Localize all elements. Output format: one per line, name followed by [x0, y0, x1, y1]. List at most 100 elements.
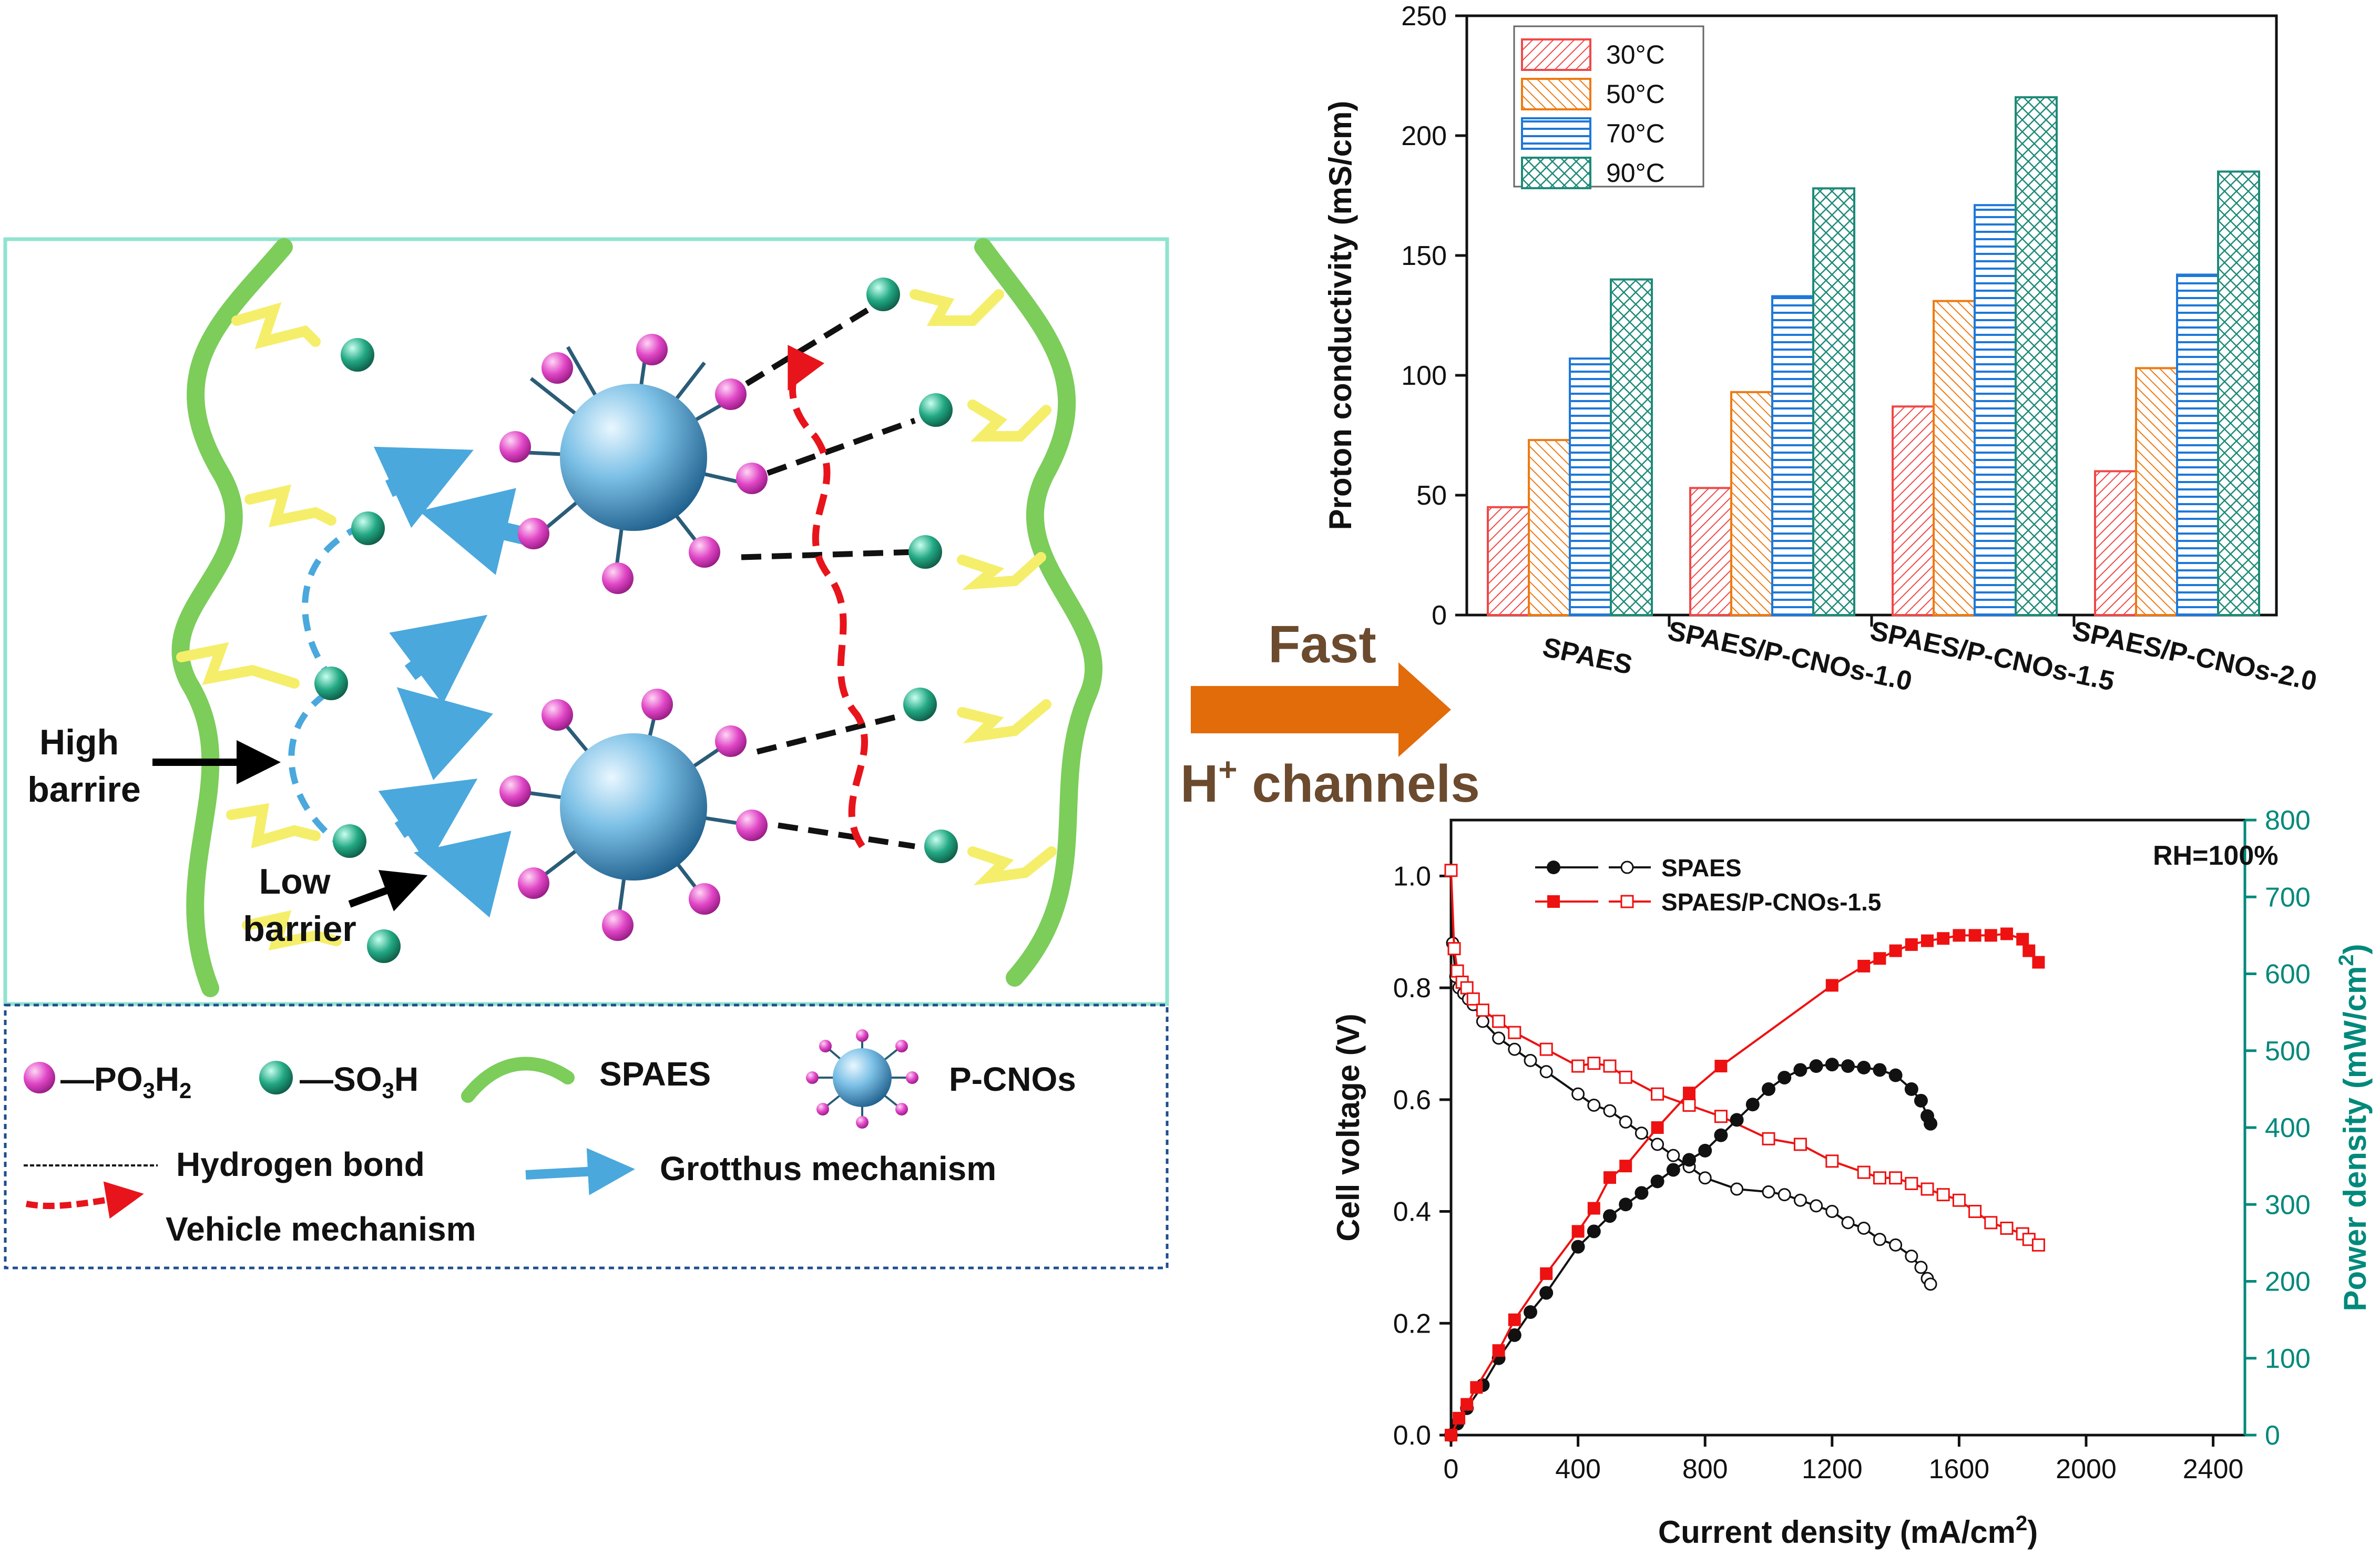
spaes-power-point [1762, 1082, 1775, 1096]
spaes-power-point [1793, 1063, 1807, 1077]
line-x-tick-label: 800 [1682, 1454, 1728, 1485]
spaes-power-point [1888, 1068, 1903, 1082]
so3h-sphere-icon [259, 1061, 293, 1094]
pcnos-power-point [1603, 1171, 1616, 1184]
spaes-voltage-point [1857, 1221, 1871, 1235]
series-line-0 [1450, 870, 1932, 1285]
spaes-backbone-right [974, 238, 1103, 987]
pcnos-power-point [1460, 1398, 1474, 1411]
spaes-voltage-point [1730, 1182, 1744, 1196]
line-y-tick-label: 1.0 [1393, 861, 1431, 892]
pcnos-voltage-point [1682, 1098, 1696, 1112]
line-y2-tick-label: 800 [2265, 805, 2311, 836]
spaes-voltage-point [1603, 1104, 1617, 1118]
spaes-power-point [1682, 1153, 1696, 1167]
h-channels-label: H+ channels [1180, 752, 1480, 813]
bar-legend-label: 30°C [1606, 40, 1665, 69]
series-line-3 [1450, 933, 2039, 1436]
pcnos-voltage-point [1460, 981, 1474, 995]
spaes-power-point [1571, 1240, 1585, 1254]
spaes-voltage-point [1825, 1205, 1839, 1219]
fast-channels-arrow: Fast H+ channels [1180, 615, 1480, 813]
spaes-power-point [1809, 1059, 1823, 1073]
spaes-voltage-point [1889, 1238, 1903, 1252]
pcnos-voltage-point [2000, 1221, 2014, 1235]
pcnos-power-point [1921, 934, 1934, 947]
spaes-power-point [1745, 1098, 1760, 1112]
bar-y-tick-label: 250 [1401, 1, 1447, 32]
pcnos-voltage-point [1603, 1059, 1617, 1073]
pcnos-power-point [2032, 956, 2045, 969]
pcnos-power-point [2016, 933, 2029, 946]
grotthus-legend-icon [525, 1148, 635, 1195]
spaes-power-point [1650, 1174, 1664, 1189]
spaes-voltage-point [1508, 1042, 1521, 1056]
line-y2-tick-label: 700 [2265, 882, 2311, 913]
pcnos-power-point [2023, 944, 2036, 957]
pcnos-voltage-point [1447, 942, 1461, 956]
bar-3-3 [2217, 170, 2260, 616]
pcnos-power-point [1587, 1202, 1600, 1215]
pcnos-power-point [1905, 938, 1918, 951]
pcnos-power-point [1825, 979, 1838, 992]
spaes-power-point [1603, 1209, 1617, 1223]
spaes-voltage-point [1492, 1031, 1506, 1045]
vehicle-mechanism-path [788, 345, 869, 848]
bar-3-1 [2135, 367, 2178, 616]
bar-1-1 [1730, 391, 1773, 616]
spaes-power-point [1914, 1093, 1928, 1108]
spaes-power-point [1524, 1305, 1537, 1319]
bar-0-3 [1610, 278, 1653, 616]
hydrogen-bond-dashes [741, 308, 916, 849]
pcnos-power-point [1619, 1160, 1632, 1173]
bar-category-label: SPAES [1540, 632, 1635, 681]
line-y2-tick-label: 600 [2265, 959, 2311, 990]
spaes-power-point [1635, 1186, 1649, 1200]
fast-arrow-shape [1191, 662, 1451, 757]
pcnos-power-point [1937, 932, 1950, 945]
bar-legend-label: 50°C [1606, 79, 1665, 109]
line-y-tick-label: 0.6 [1393, 1085, 1431, 1115]
line-y-tick-label: 0.8 [1393, 973, 1431, 1004]
spaes-power-point [1666, 1163, 1680, 1177]
spaes-voltage-point [1778, 1188, 1791, 1202]
pcnos-voltage-point [1968, 1205, 1982, 1219]
spaes-power-point [1714, 1128, 1728, 1142]
pcnos-voltage-point [1451, 964, 1464, 978]
spaes-power-point [1873, 1063, 1887, 1077]
bar-3-0 [2094, 470, 2137, 617]
pcnos-voltage-point [1936, 1188, 1950, 1202]
pcnos-voltage-point [1905, 1176, 1918, 1190]
spaes-legend-icon [461, 1057, 575, 1103]
bar-3-2 [2176, 273, 2219, 616]
vehicle-legend-icon [25, 1181, 144, 1219]
pcnos-power-point [1857, 959, 1871, 972]
pcnos-voltage-point [1762, 1132, 1775, 1145]
pcnos-voltage-point [2031, 1238, 2045, 1252]
pcnos-power-point [1571, 1225, 1585, 1238]
pcnos-voltage-point [1793, 1138, 1807, 1151]
legend-spaes-label: SPAES [1661, 854, 1742, 882]
bar-2-3 [2015, 96, 2058, 617]
bar-legend-swatch [1521, 117, 1591, 150]
spaes-voltage-point [1698, 1171, 1712, 1185]
pcnos-power-point [1714, 1060, 1728, 1072]
pcnos-voltage-point [1539, 1042, 1553, 1056]
legend-pcnos-label: SPAES/P-CNOs-1.5 [1661, 888, 1881, 916]
pcnos-voltage-point [1889, 1171, 1903, 1185]
bar-2-0 [1892, 405, 1935, 617]
pcnos-voltage-point [1857, 1165, 1871, 1179]
line-y2-tick-label: 200 [2265, 1267, 2311, 1297]
line-y-tick-label: 0.0 [1393, 1420, 1431, 1451]
spaes-power-point [1619, 1197, 1633, 1212]
pcnos-voltage-point [1492, 1015, 1506, 1028]
bar-y-tick-label: 50 [1416, 480, 1447, 511]
pcnos-voltage-point [1444, 864, 1458, 877]
bar-2-2 [1974, 204, 2017, 616]
po3h2-sphere-icon [24, 1062, 55, 1093]
line-y2-tick-label: 300 [2265, 1190, 2311, 1220]
line-x-tick-label: 2400 [2183, 1454, 2244, 1485]
pcnos-voltage-point [1466, 992, 1480, 1006]
spaes-voltage-point [1841, 1216, 1855, 1230]
legend-frame [4, 1004, 1169, 1270]
